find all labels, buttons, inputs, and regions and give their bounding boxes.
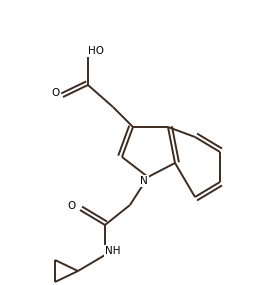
Text: HO: HO [88,46,104,56]
Text: NH: NH [105,246,121,256]
Text: N: N [140,176,148,186]
Text: O: O [68,201,76,211]
Text: O: O [51,88,59,98]
